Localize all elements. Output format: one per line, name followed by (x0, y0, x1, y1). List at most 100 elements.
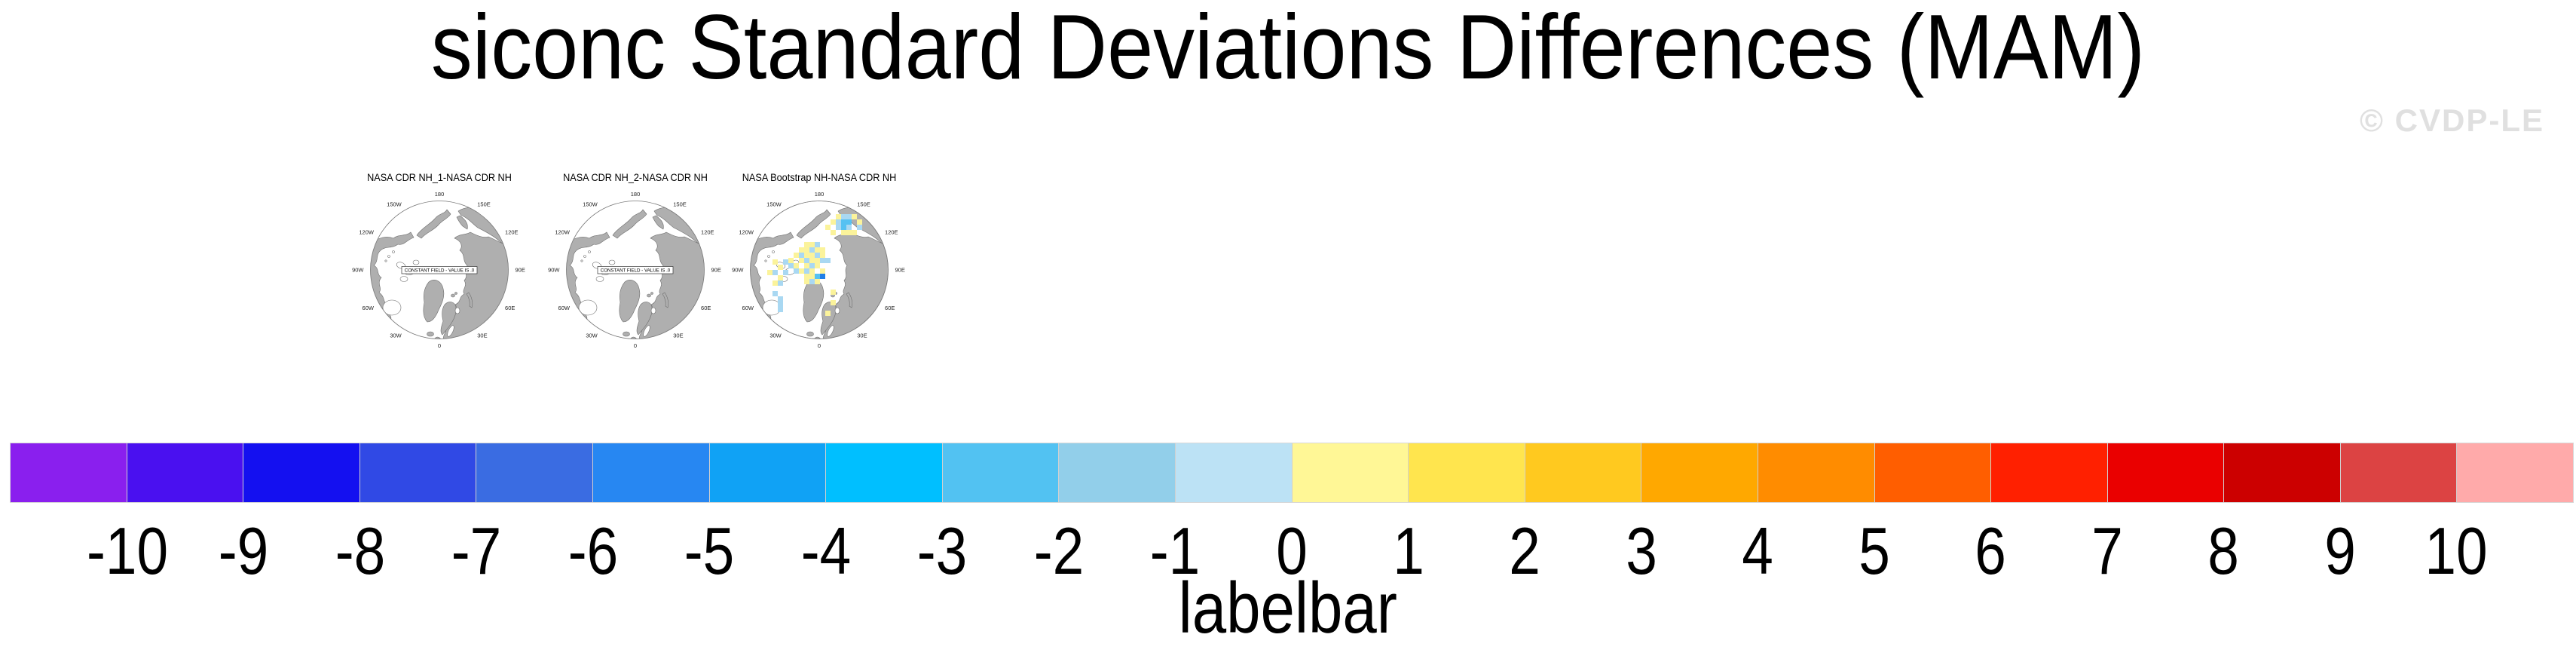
lon-label: 90W (548, 267, 560, 274)
data-patch (825, 258, 831, 263)
labelbar-cell (476, 443, 593, 502)
data-patch (841, 214, 846, 219)
data-patch (772, 291, 778, 296)
data-patch (846, 219, 852, 225)
data-patch (778, 275, 783, 280)
data-patch (825, 311, 831, 316)
data-patch (809, 247, 815, 253)
lon-label: 60E (885, 305, 895, 311)
lon-label: 150W (583, 201, 598, 207)
data-patch (836, 219, 841, 225)
lon-labels: 180 150W 150E 120W 120E 90W 90E 60W 60E 30W 30E 0 (352, 191, 525, 349)
data-patch (820, 247, 825, 253)
data-patch (788, 263, 794, 268)
labelbar-cell (1059, 443, 1176, 502)
data-patch (846, 225, 852, 230)
data-patch (799, 247, 804, 253)
lon-label: 90W (732, 267, 744, 274)
data-patch (831, 219, 836, 225)
data-patch (825, 225, 831, 230)
labelbar-tick: 2 (1509, 513, 1540, 588)
data-patch (788, 258, 794, 263)
data-patch (794, 268, 799, 274)
labelbar-cell (359, 443, 477, 502)
data-patch (815, 242, 820, 247)
labelbar-cell (1641, 443, 1758, 502)
data-patch (799, 268, 804, 274)
data-patch (820, 253, 825, 258)
labelbar-cell (2224, 443, 2341, 502)
labelbar-tick: 3 (1625, 513, 1657, 588)
data-patch (846, 214, 852, 219)
labelbar-cell (1991, 443, 2108, 502)
labelbar-cells (10, 443, 2574, 503)
lon-label: 60E (701, 305, 711, 311)
data-patch (804, 279, 809, 284)
lon-label: 0 (438, 342, 441, 349)
labelbar-cell (1758, 443, 1875, 502)
map-2: 180 150W 150E 120W 120E 90W 90E 60W 60E 30W 30E 0 C… (548, 191, 721, 349)
labelbar-tick: 0 (1276, 513, 1308, 588)
labelbar-cell (942, 443, 1060, 502)
lon-label: 180 (631, 191, 641, 198)
data-patch (809, 279, 815, 284)
data-patch (815, 279, 820, 284)
lon-label: 180 (815, 191, 825, 198)
lon-label: 120E (505, 228, 519, 235)
labelbar-cell (11, 443, 127, 502)
data-patch (804, 274, 809, 279)
labelbar-tick: -6 (568, 513, 618, 588)
data-patch (783, 259, 788, 265)
data-patch (778, 296, 783, 302)
labelbar-cell (1175, 443, 1293, 502)
lon-label: 90W (352, 267, 364, 274)
labelbar-cell (2457, 443, 2574, 502)
labelbar-tick: -10 (86, 513, 168, 588)
data-patch (804, 253, 809, 258)
lon-label: 150E (673, 201, 687, 207)
data-patch (809, 263, 815, 268)
map-1: 180 150W 150E 120W 120E 90W 90E 60W 60E 30W 30E 0 C… (352, 191, 525, 349)
page-title: siconc Standard Deviations Differences (… (430, 0, 2146, 98)
lon-label: 180 (435, 191, 445, 198)
data-patch (815, 274, 820, 279)
lon-label: 30E (673, 333, 683, 339)
labelbar-tick: -5 (684, 513, 735, 588)
labelbar-tick: 4 (1742, 513, 1773, 588)
labelbar-tick: 10 (2425, 513, 2489, 588)
lon-label: 90E (895, 267, 905, 274)
labelbar-cell (592, 443, 710, 502)
lon-label: 30W (390, 333, 402, 339)
labelbar-ticks: -10 -9 -8 -7 -6 -5 -4 -3 -2 -1 0 1 2 3 4 5 6 7 8 9 10 (11, 513, 2573, 588)
data-patch (831, 290, 836, 295)
data-patch (815, 263, 820, 268)
data-patch (841, 230, 846, 235)
data-patch (799, 258, 804, 263)
map-panel-1: NASA CDR NH_1-NASA CDR NH 180 150W 150E 120… (352, 172, 527, 350)
labelbar-tick: -7 (451, 513, 502, 588)
map-panel-1-title: NASA CDR NH_1-NASA CDR NH (367, 172, 512, 183)
lon-label: 30W (586, 333, 598, 339)
data-patch (804, 242, 809, 247)
labelbar-cell (1292, 443, 1409, 502)
data-patch (778, 280, 783, 286)
data-patch (799, 253, 804, 258)
labelbar-tick: 1 (1392, 513, 1424, 588)
data-patch (831, 230, 836, 235)
lon-label: 60W (742, 305, 754, 311)
data-patch (809, 274, 815, 279)
labelbar-tick: 7 (2091, 513, 2123, 588)
difference-patches (767, 214, 862, 316)
labelbar-title: labelbar (1178, 568, 1398, 648)
lon-labels: 180 150W 150E 120W 120E 90W 90E 60W 60E 30W 30E 0 (732, 191, 905, 349)
labelbar-cell (1409, 443, 1525, 502)
labelbar-cell (709, 443, 827, 502)
labelbar-cell (243, 443, 360, 502)
data-patch (809, 268, 815, 274)
constant-field-note: CONSTANT FIELD - VALUE IS .0 (405, 268, 475, 274)
lon-label: 60W (363, 305, 375, 311)
lon-label: 150W (387, 201, 402, 207)
data-patch (815, 253, 820, 258)
lon-label: 90E (711, 267, 721, 274)
